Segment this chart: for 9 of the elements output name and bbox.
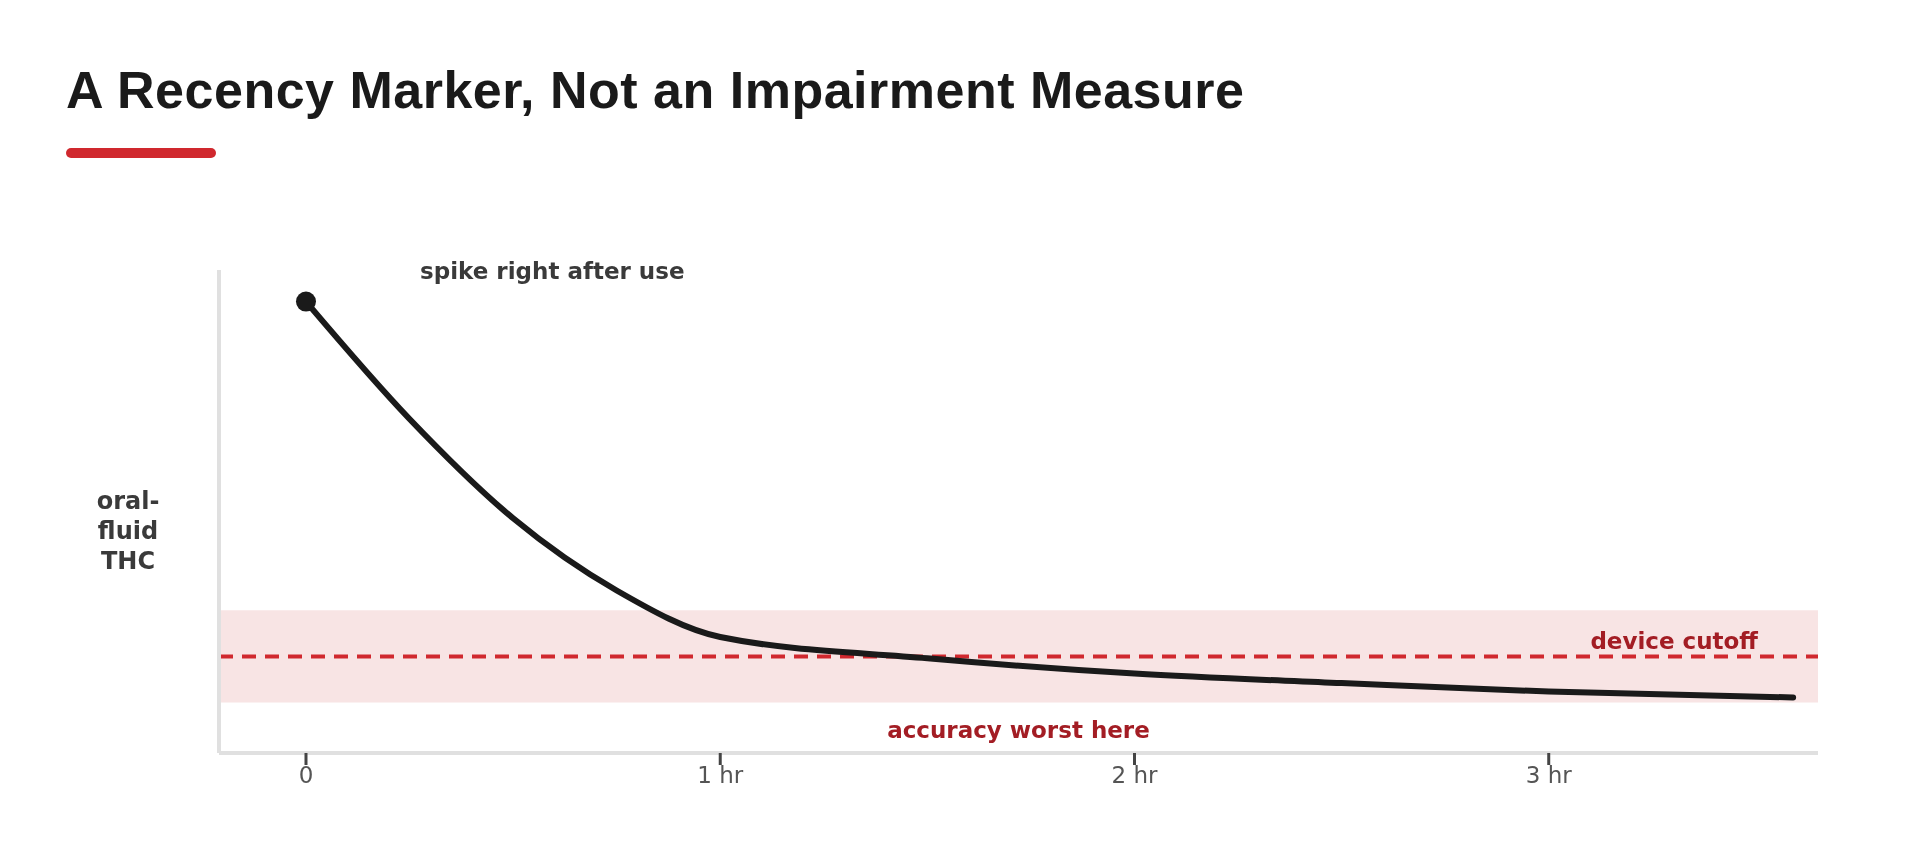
y-axis-title: oral-fluid THC <box>95 486 161 576</box>
text: spike right after use <box>420 258 685 284</box>
x-tick-label: 2 hr <box>1111 762 1159 789</box>
x-tick-label: 0 <box>298 762 314 789</box>
x-tick-label: 3 hr <box>1525 762 1573 789</box>
x-tick-label: 1 hr <box>697 762 744 789</box>
band-label: accuracy worst here <box>887 717 1150 744</box>
chart-title: A Recency Marker, Not an Impairment Measure <box>66 60 1245 120</box>
ref-line-label: device cutoff <box>1590 627 1759 654</box>
